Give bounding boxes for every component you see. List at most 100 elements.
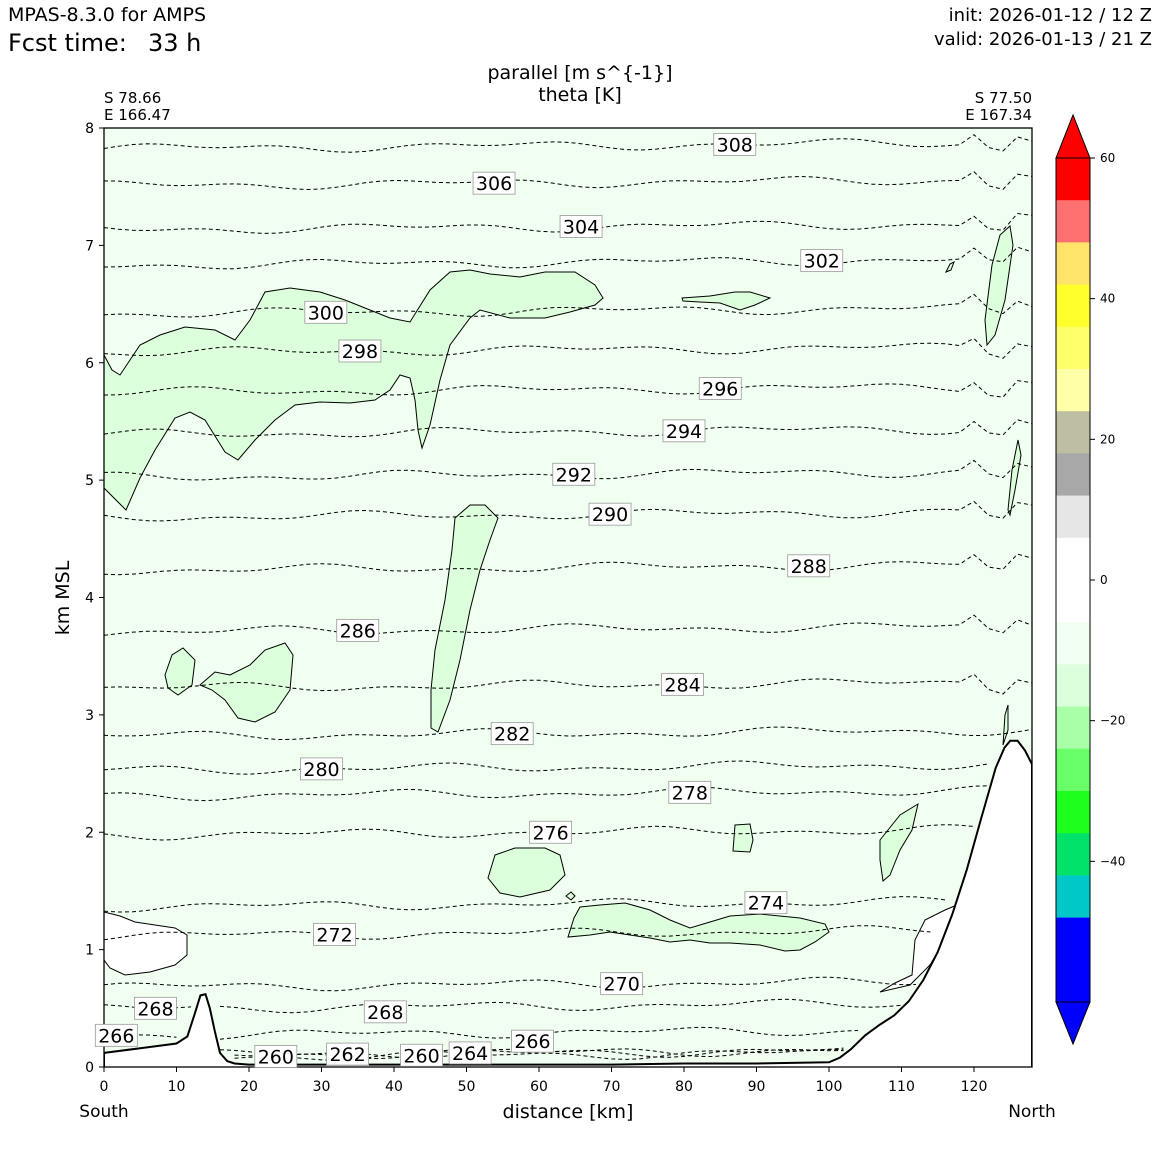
y-tick-label: 1	[85, 943, 94, 959]
contour-label-282: 282	[490, 722, 534, 746]
region-274	[567, 902, 830, 952]
contour-label-text: 290	[592, 504, 628, 526]
jet-tongue-region	[430, 504, 499, 733]
theta-line-294	[104, 419, 1032, 438]
theta-line-308	[104, 134, 1032, 153]
colorbar-segment	[1056, 580, 1090, 623]
contour-label-text: 286	[340, 620, 376, 642]
contour-label-text: 276	[532, 822, 568, 844]
x-tick-label: 90	[748, 1079, 766, 1095]
contour-label-274: 274	[744, 891, 788, 915]
contour-label-text: 284	[664, 674, 700, 696]
y-axis: 0 1 2 3 4 5 6 7 8	[85, 121, 104, 1076]
theta-line-272	[104, 925, 931, 941]
contour-label-304: 304	[559, 215, 603, 239]
contour-label-260: 260	[400, 1043, 443, 1067]
contour-label-264: 264	[448, 1041, 492, 1065]
model-title: MPAS-8.3.0 for AMPS	[8, 4, 207, 26]
theta-line-274	[104, 896, 946, 913]
y-tick-label: 2	[85, 825, 94, 841]
contour-label-308: 308	[713, 133, 757, 156]
theta-line-270	[104, 976, 917, 992]
contour-label-text: 294	[666, 421, 702, 443]
colorbar-segment	[1056, 917, 1090, 961]
x-tick-label: 70	[603, 1079, 621, 1095]
colorbar-tick-label: −40	[1100, 854, 1125, 868]
region-110km	[879, 802, 919, 882]
region-tiny-64km	[565, 891, 576, 901]
contour-label-text: 300	[308, 302, 344, 324]
white-regions	[104, 904, 958, 993]
y-tick-label: 0	[85, 1060, 94, 1076]
contour-label-text: 268	[137, 998, 173, 1020]
colorbar-segment	[1056, 411, 1090, 454]
x-tick-label: 60	[530, 1079, 548, 1095]
contour-label-306: 306	[472, 171, 516, 195]
contour-label-text: 266	[514, 1031, 550, 1053]
theta-line-302	[104, 246, 1032, 270]
theta-line-296	[104, 380, 1032, 398]
theta-line-266	[104, 1026, 859, 1040]
x-tick-label: 10	[168, 1079, 186, 1095]
x-tick-label: 110	[888, 1079, 915, 1095]
contour-label-text: 302	[804, 251, 840, 273]
colorbar-segment	[1056, 833, 1090, 876]
y-tick-label: 6	[85, 356, 94, 372]
contour-label-290: 290	[588, 502, 632, 526]
colorbar-tick-label: 60	[1100, 151, 1115, 165]
contour-label-text: 266	[98, 1025, 134, 1047]
colorbar-tick-label: 20	[1100, 432, 1115, 446]
valid-time: valid: 2026-01-13 / 21 Z	[934, 29, 1152, 50]
contour-label-text: 292	[556, 464, 592, 486]
x-tick-label: 120	[961, 1079, 988, 1095]
region-2-8km-north	[1002, 704, 1009, 746]
theta-contour-labels: 3083063043023002982962942922902882862842…	[94, 133, 844, 1068]
white-region-south	[104, 911, 188, 976]
contour-label-292: 292	[552, 462, 596, 486]
contour-label-266: 266	[94, 1023, 138, 1047]
colorbar-segment	[1056, 706, 1090, 750]
theta-line-290	[104, 500, 1032, 522]
x-axis-label: distance [km]	[503, 1101, 634, 1123]
contour-label-262: 262	[326, 1042, 370, 1066]
contour-label-text: 296	[702, 379, 738, 401]
shaded-regions	[104, 225, 1022, 952]
white-region-north-slope	[879, 904, 958, 993]
colorbar-tick-label: 40	[1100, 292, 1115, 306]
y-tick-label: 7	[85, 238, 94, 254]
colorbar-extend-max	[1055, 113, 1091, 159]
wind-fill-background	[104, 128, 1032, 1067]
y-tick-label: 8	[85, 121, 94, 137]
contour-label-268: 268	[134, 996, 177, 1020]
theta-line-282	[104, 726, 1032, 741]
direction-south: South	[79, 1102, 128, 1122]
contour-label-text: 306	[476, 173, 512, 195]
contour-label-text: 304	[563, 217, 599, 239]
colorbar-segment	[1056, 791, 1090, 834]
contour-label-286: 286	[336, 618, 380, 642]
y-tick-label: 4	[85, 591, 94, 607]
theta-line-284	[104, 673, 1032, 695]
region-small-90km	[732, 823, 754, 853]
contour-label-text: 274	[748, 893, 784, 915]
x-tick-label: 50	[458, 1079, 476, 1095]
region-north-5km	[1007, 439, 1022, 517]
left-endpoint-lon: E 166.47	[104, 106, 171, 124]
theta-line-286	[104, 614, 1032, 636]
y-axis-label: km MSL	[52, 560, 74, 635]
terrain-mask	[104, 739, 1032, 1067]
jet-core-region-upper	[104, 269, 604, 511]
contour-label-294: 294	[662, 419, 706, 443]
colorbar-extend-min	[1055, 1001, 1091, 1046]
contour-label-296: 296	[698, 377, 742, 401]
contour-label-300: 300	[304, 300, 348, 324]
chart-title-line2: theta [K]	[538, 84, 622, 106]
theta-line-288	[104, 553, 1032, 576]
contour-label-260: 260	[254, 1045, 298, 1068]
x-tick-label: 80	[675, 1079, 693, 1095]
region-upper-north	[984, 225, 1014, 347]
contour-label-266: 266	[511, 1029, 554, 1053]
small-region-left-a	[164, 647, 196, 696]
colorbar: 60 40 20 0 −20 −40	[1055, 113, 1125, 1046]
contour-label-text: 268	[367, 1002, 403, 1024]
